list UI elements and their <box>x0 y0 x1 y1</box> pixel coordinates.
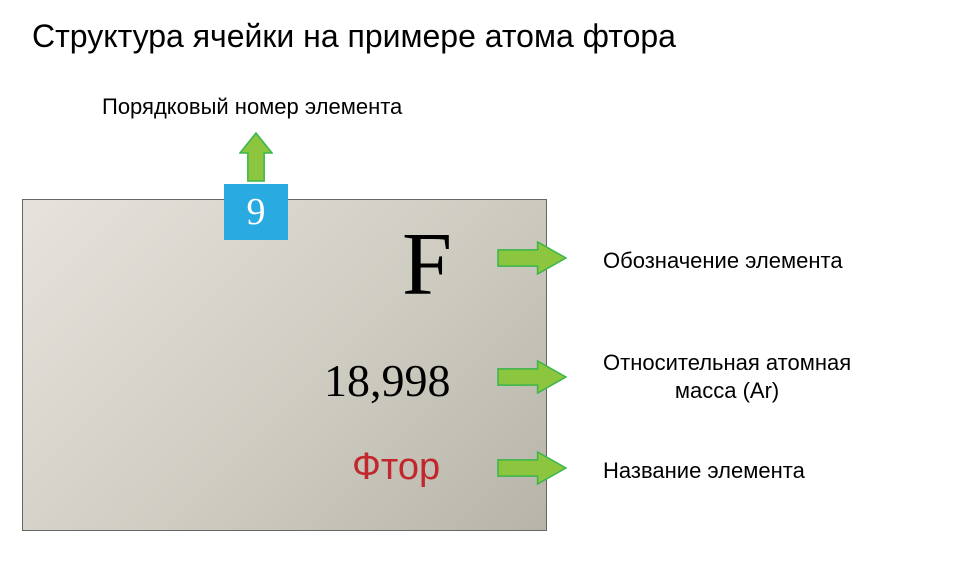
atomic-number-value: 9 <box>247 190 266 234</box>
label-symbol: Обозначение элемента <box>603 247 843 275</box>
arrow-up-icon <box>239 132 273 182</box>
element-card <box>22 199 547 531</box>
arrow-symbol-icon <box>497 241 567 275</box>
element-symbol: F <box>402 220 452 310</box>
label-mass-line1: Относительная атомная <box>603 350 851 375</box>
element-name: Фтор <box>352 448 440 486</box>
arrow-name-icon <box>497 451 567 485</box>
label-mass: Относительная атомная масса (Ar) <box>603 349 851 404</box>
label-name: Название элемента <box>603 457 805 485</box>
label-mass-line2: масса (Ar) <box>603 377 851 405</box>
page-title: Структура ячейки на примере атома фтора <box>32 18 676 55</box>
arrow-mass-icon <box>497 360 567 394</box>
atomic-number-box: 9 <box>224 184 288 240</box>
label-atomic-number: Порядковый номер элемента <box>102 94 402 120</box>
element-mass: 18,998 <box>324 358 451 404</box>
